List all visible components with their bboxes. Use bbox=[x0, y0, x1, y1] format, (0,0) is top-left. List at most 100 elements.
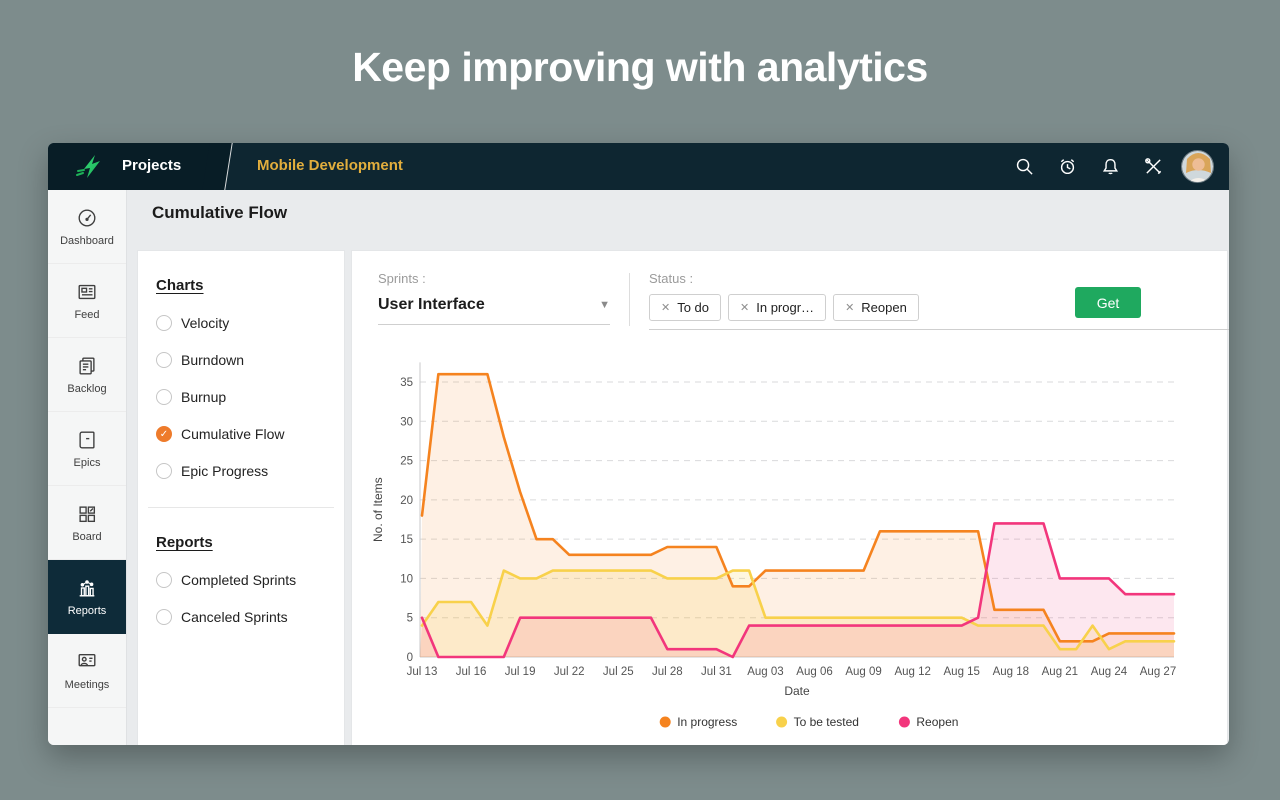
chart-option-burnup[interactable]: Burnup bbox=[156, 389, 344, 405]
epics-book-icon bbox=[79, 431, 95, 448]
svg-text:15: 15 bbox=[400, 534, 413, 546]
settings-tools-icon[interactable] bbox=[1144, 157, 1163, 176]
sidebar-item-reports[interactable]: Reports bbox=[48, 560, 126, 634]
x-axis-tick: Aug 06 bbox=[796, 666, 832, 678]
chip-remove-icon[interactable]: ✕ bbox=[661, 302, 671, 314]
reports-heading: Reports bbox=[156, 534, 213, 551]
status-filter: Status : ✕ To do ✕ In progr… ✕ Reopen bbox=[649, 271, 1229, 330]
y-axis-title: No. of Items bbox=[371, 477, 385, 542]
status-chip-todo[interactable]: ✕ To do bbox=[649, 294, 722, 321]
sidebar-item-backlog[interactable]: Backlog bbox=[48, 338, 126, 412]
x-axis-title: Date bbox=[784, 684, 810, 698]
x-axis-tick: Aug 24 bbox=[1091, 666, 1128, 678]
user-avatar[interactable] bbox=[1181, 150, 1214, 183]
status-chip-in-progress[interactable]: ✕ In progr… bbox=[728, 294, 827, 321]
x-axis-tick: Aug 03 bbox=[747, 666, 783, 678]
svg-text:In progress: In progress bbox=[677, 715, 737, 729]
radio-icon bbox=[156, 609, 172, 625]
x-axis-tick: Jul 19 bbox=[505, 666, 536, 678]
sidebar-item-feed[interactable]: Feed bbox=[48, 264, 126, 338]
page-title: Cumulative Flow bbox=[152, 203, 288, 222]
dashboard-gauge-icon bbox=[78, 209, 96, 226]
board-kanban-icon bbox=[79, 505, 96, 522]
x-axis-tick: Jul 31 bbox=[701, 666, 732, 678]
svg-text:35: 35 bbox=[400, 377, 413, 389]
legend-item[interactable]: In progress bbox=[659, 715, 738, 729]
sidebar-item-epics[interactable]: Epics bbox=[48, 412, 126, 486]
report-option-completed-sprints[interactable]: Completed Sprints bbox=[156, 572, 344, 588]
history-clock-icon[interactable] bbox=[1058, 157, 1077, 176]
sidebar-item-label: Board bbox=[72, 530, 102, 543]
sidebar-item-label: Reports bbox=[67, 605, 107, 617]
chart-option-epic-progress[interactable]: Epic Progress bbox=[156, 463, 344, 479]
chart-option-burndown[interactable]: Burndown bbox=[156, 352, 344, 368]
legend-item[interactable]: Reopen bbox=[898, 715, 959, 729]
svg-text:30: 30 bbox=[400, 416, 413, 428]
sidebar-item-board[interactable]: Board bbox=[48, 486, 126, 560]
legend-item[interactable]: To be tested bbox=[776, 715, 859, 729]
svg-text:To be tested: To be tested bbox=[794, 715, 859, 729]
radio-checked-icon: ✓ bbox=[156, 426, 172, 442]
topbar-projects-link[interactable]: Projects bbox=[122, 157, 182, 174]
x-axis-tick: Jul 13 bbox=[407, 666, 438, 678]
svg-text:25: 25 bbox=[400, 456, 413, 468]
sidebar-item-dashboard[interactable]: Dashboard bbox=[48, 190, 126, 264]
x-axis-tick: Aug 15 bbox=[944, 666, 980, 678]
filter-divider bbox=[629, 273, 630, 326]
app-window: Projects Mobile Development bbox=[48, 143, 1229, 745]
panel-divider bbox=[148, 507, 334, 508]
chip-remove-icon[interactable]: ✕ bbox=[845, 302, 855, 314]
x-axis-tick: Jul 28 bbox=[652, 666, 683, 678]
sidebar-item-meetings[interactable]: Meetings bbox=[48, 634, 126, 708]
svg-text:10: 10 bbox=[400, 573, 413, 585]
sprints-logo-icon[interactable] bbox=[74, 151, 106, 183]
chart-option-velocity[interactable]: Velocity bbox=[156, 315, 344, 331]
sidebar-item-label: Epics bbox=[73, 456, 101, 469]
meetings-presentation-icon bbox=[78, 653, 96, 666]
radio-icon bbox=[156, 315, 172, 331]
feed-news-icon bbox=[78, 284, 96, 299]
report-option-canceled-sprints[interactable]: Canceled Sprints bbox=[156, 609, 344, 625]
status-multiselect[interactable]: ✕ To do ✕ In progr… ✕ Reopen ▼ bbox=[649, 294, 1229, 330]
x-axis-tick: Aug 21 bbox=[1042, 666, 1078, 678]
chevron-down-icon: ▼ bbox=[599, 299, 610, 311]
get-button[interactable]: Get bbox=[1075, 287, 1141, 318]
radio-icon bbox=[156, 352, 172, 368]
sidebar-item-label: Meetings bbox=[64, 678, 110, 691]
x-axis-tick: Jul 22 bbox=[554, 666, 585, 678]
radio-icon bbox=[156, 572, 172, 588]
sidebar: Dashboard Feed Backlog Epics bbox=[48, 190, 127, 745]
search-icon[interactable] bbox=[1015, 157, 1034, 176]
x-axis-tick: Aug 12 bbox=[894, 666, 930, 678]
radio-icon bbox=[156, 389, 172, 405]
chip-remove-icon[interactable]: ✕ bbox=[740, 302, 750, 314]
sidebar-item-label: Feed bbox=[74, 308, 100, 321]
svg-text:20: 20 bbox=[400, 495, 413, 507]
radio-icon bbox=[156, 463, 172, 479]
chart-type-panel: Charts Velocity Burndown Burnup ✓ Cumula… bbox=[137, 250, 345, 745]
x-axis-tick: Aug 27 bbox=[1140, 666, 1176, 678]
chart-option-cumulative-flow[interactable]: ✓ Cumulative Flow bbox=[156, 426, 344, 442]
reports-barchart-icon bbox=[79, 580, 95, 597]
cumulative-flow-chart: 0 5 10 15 20 25 30 35 Jul 13 Jul 16 Jul 19 Jul 22 Ju… bbox=[362, 355, 1202, 745]
sprints-filter: Sprints : User Interface ▼ bbox=[378, 271, 610, 325]
sprints-select[interactable]: User Interface ▼ bbox=[378, 296, 610, 325]
topbar-project-name[interactable]: Mobile Development bbox=[257, 157, 403, 174]
svg-text:5: 5 bbox=[407, 613, 413, 625]
notifications-bell-icon[interactable] bbox=[1101, 157, 1120, 176]
x-axis-tick: Aug 09 bbox=[845, 666, 881, 678]
sprints-selected-value: User Interface bbox=[378, 296, 485, 313]
report-main-panel: Sprints : User Interface ▼ Status : ✕ To… bbox=[351, 250, 1229, 745]
sidebar-item-label: Dashboard bbox=[60, 234, 114, 247]
topbar: Projects Mobile Development bbox=[48, 143, 1229, 190]
hero-title: Keep improving with analytics bbox=[352, 44, 928, 90]
svg-text:0: 0 bbox=[407, 652, 413, 664]
svg-text:Reopen: Reopen bbox=[916, 715, 958, 729]
charts-heading: Charts bbox=[156, 277, 204, 294]
status-label: Status : bbox=[649, 271, 694, 286]
sprints-label: Sprints : bbox=[378, 271, 426, 286]
status-chip-reopen[interactable]: ✕ Reopen bbox=[833, 294, 919, 321]
backlog-docs-icon bbox=[79, 357, 95, 374]
topbar-left-segment bbox=[48, 143, 220, 190]
x-axis-tick: Aug 18 bbox=[993, 666, 1029, 678]
